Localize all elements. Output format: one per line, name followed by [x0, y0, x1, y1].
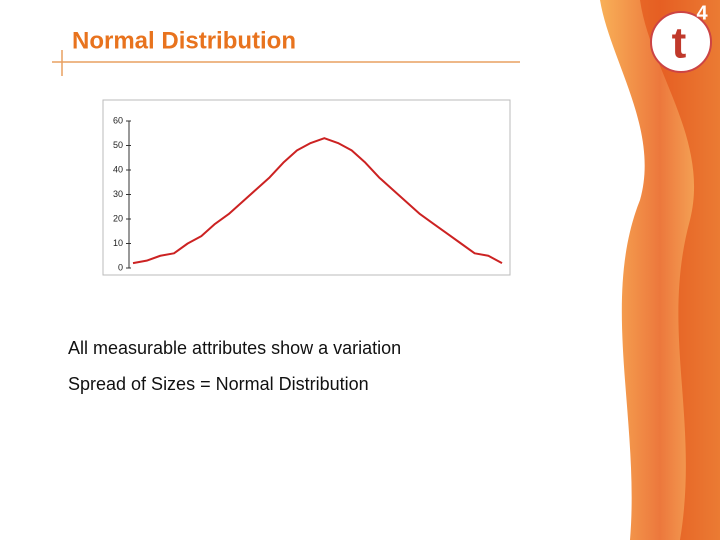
y-tick-label: 40	[113, 164, 123, 174]
slide-title: Normal Distribution	[72, 27, 296, 54]
bullet: Spread of Sizes = Normal Distribution	[68, 374, 369, 394]
y-tick-label: 60	[113, 115, 123, 125]
logo: t 4	[650, 2, 712, 73]
y-tick-label: 30	[113, 189, 123, 199]
y-tick-label: 50	[113, 140, 123, 150]
logo-digit: 4	[696, 2, 708, 24]
flame-decoration	[600, 0, 720, 540]
data-line	[132, 137, 503, 265]
y-tick-label: 0	[118, 262, 123, 272]
logo-letter: t	[672, 19, 687, 68]
y-tick-label: 10	[113, 238, 123, 248]
chart-frame	[102, 99, 511, 276]
y-tick-label: 20	[113, 213, 123, 223]
bullet: All measurable attributes show a variati…	[68, 338, 401, 358]
